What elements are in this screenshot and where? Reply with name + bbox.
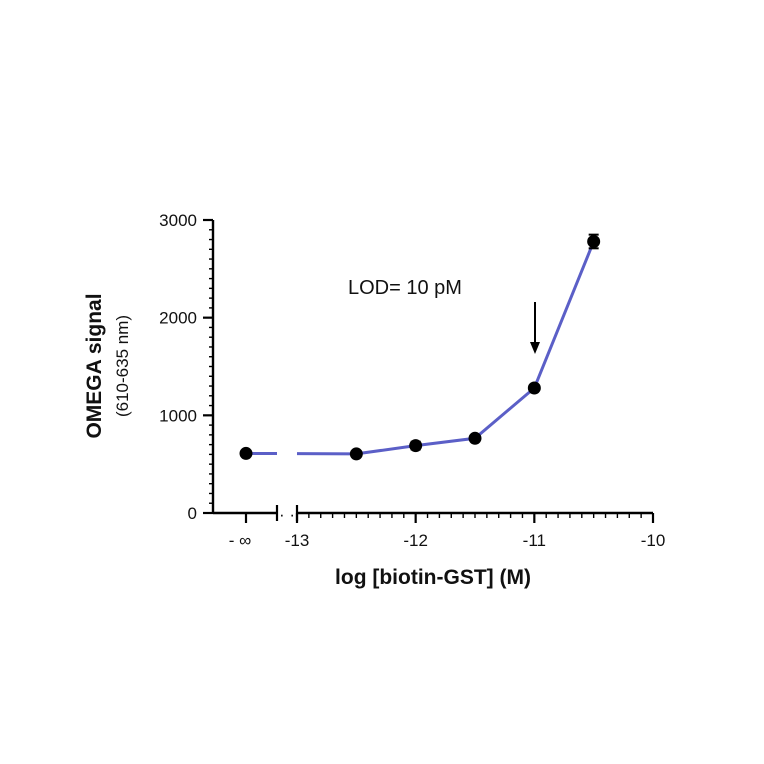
data-point: [527, 381, 541, 395]
x-tick-label: -13: [285, 531, 310, 550]
y-tick-label: 2000: [159, 309, 197, 328]
lod-arrow: [530, 302, 540, 354]
x-tick-label-infinity: - ∞: [229, 531, 252, 550]
x-axis-title: log [biotin-GST] (M): [335, 566, 531, 589]
y-axis: 0 1000 2000 3000: [159, 211, 215, 523]
data-point: [587, 234, 601, 248]
x-tick-label: -12: [403, 531, 428, 550]
data-point: [349, 447, 363, 461]
data-point: [239, 446, 253, 460]
y-tick-label: 3000: [159, 211, 197, 230]
series-line: [296, 240, 596, 456]
x-tick-label: -11: [523, 531, 546, 550]
y-axis-title: OMEGA signal: [83, 293, 106, 438]
y-axis-subtitle: (610-635 nm): [113, 315, 132, 417]
plot-area: [239, 233, 601, 461]
data-point: [468, 431, 482, 445]
x-axis: -13 -12 -11 -10 · · - ∞: [213, 505, 665, 550]
lod-arrow-head: [530, 342, 540, 354]
y-tick-label: 1000: [159, 406, 197, 425]
y-tick-label: 0: [188, 504, 197, 523]
x-break-dots: · ·: [279, 505, 295, 524]
data-point: [409, 439, 423, 453]
x-tick-label: -10: [641, 531, 666, 550]
lod-annotation: LOD= 10 pM: [348, 277, 462, 299]
